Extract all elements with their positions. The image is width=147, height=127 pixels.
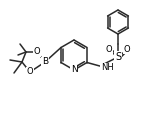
Text: O: O xyxy=(27,67,33,76)
Text: B: B xyxy=(42,58,48,67)
Text: O: O xyxy=(124,44,130,53)
Text: O: O xyxy=(106,44,112,53)
Text: NH: NH xyxy=(101,64,113,73)
Text: S: S xyxy=(115,52,121,62)
Text: N: N xyxy=(71,66,77,75)
Text: O: O xyxy=(34,47,40,57)
